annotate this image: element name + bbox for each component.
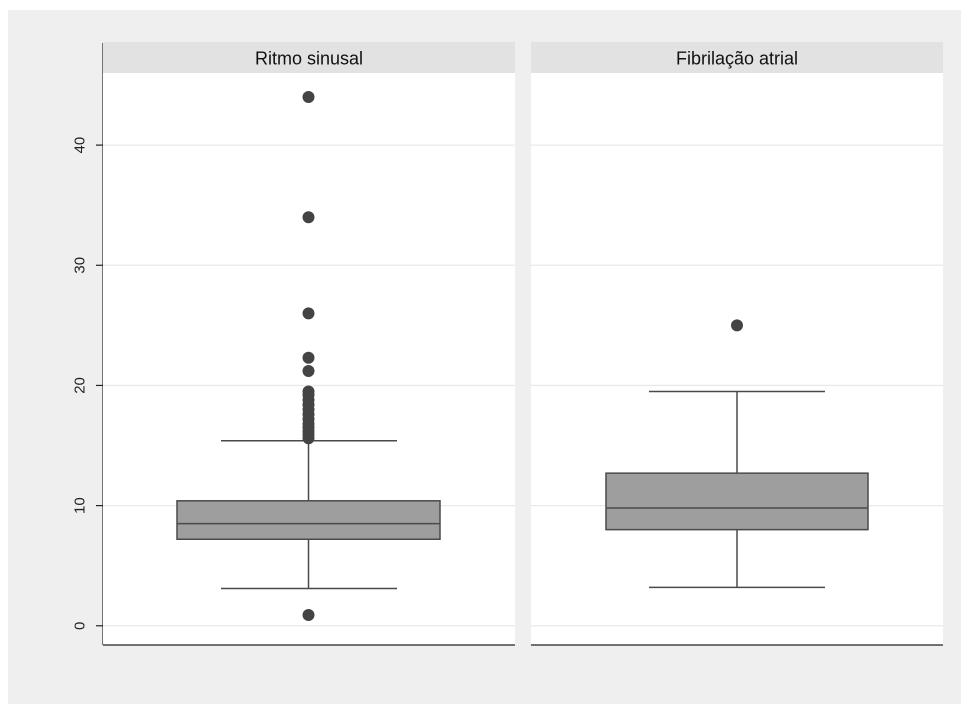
y-tick-label: 0	[72, 622, 89, 630]
iqr-box	[176, 500, 441, 541]
outlier-point	[302, 91, 315, 104]
panel-title: Ritmo sinusal	[255, 49, 363, 69]
outlier-point	[302, 211, 315, 224]
panel-header	[103, 42, 515, 73]
outlier-point	[731, 319, 743, 332]
y-tick-label: 40	[72, 137, 89, 154]
panel-ritmo-sinusal: Ritmo sinusal	[103, 42, 515, 646]
panel-title: Fibrilação atrial	[676, 49, 798, 69]
y-axis: 0 10 20 30 40	[72, 43, 104, 645]
outlier-point	[302, 365, 315, 378]
outlier-point	[302, 608, 315, 621]
panel-header	[531, 42, 943, 73]
iqr-box	[605, 472, 869, 531]
y-tick-label: 30	[72, 257, 89, 274]
y-tick-label: 20	[72, 377, 89, 394]
outlier-point	[302, 351, 315, 364]
panel-fibrilacao-atrial: Fibrilação atrial	[531, 42, 943, 646]
y-tick-label: 10	[72, 497, 89, 514]
outlier-point	[302, 385, 315, 398]
outlier-point	[302, 307, 315, 320]
